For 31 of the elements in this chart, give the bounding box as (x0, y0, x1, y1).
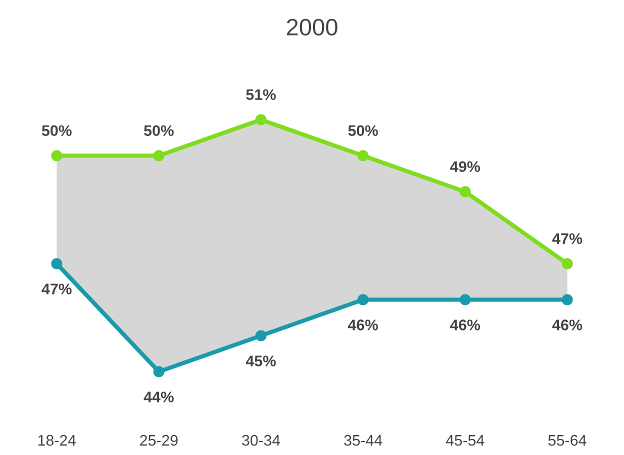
point (153, 150, 164, 162)
point (51, 150, 62, 162)
data-label: 51% (246, 89, 276, 100)
data-label: 50% (42, 125, 72, 136)
x-tick-label: 25-29 (140, 434, 178, 446)
data-label: 47% (552, 233, 582, 244)
data-label: 50% (144, 125, 174, 136)
point (153, 366, 164, 378)
data-label: 45% (246, 356, 276, 366)
x-tick-label: 45-54 (446, 435, 484, 446)
x-tick-label: 55-64 (548, 434, 586, 446)
point (460, 294, 471, 306)
point (255, 330, 266, 342)
point (562, 258, 573, 270)
data-label: 50% (348, 125, 378, 136)
point (358, 294, 369, 306)
x-tick-label: 18-24 (38, 434, 76, 446)
x-tick-label: 35-44 (344, 434, 382, 446)
point (358, 150, 369, 162)
point (255, 114, 266, 126)
data-label: 46% (348, 320, 378, 330)
data-label: 44% (144, 392, 174, 402)
data-label: 47% (42, 284, 72, 294)
point (460, 186, 471, 198)
data-label: 46% (552, 320, 582, 330)
point (51, 258, 62, 270)
x-tick-label: 30-34 (242, 434, 280, 446)
point (562, 294, 573, 306)
chart-title: 2000 (286, 18, 338, 36)
data-label: 49% (450, 161, 480, 172)
data-label: 46% (450, 320, 480, 330)
